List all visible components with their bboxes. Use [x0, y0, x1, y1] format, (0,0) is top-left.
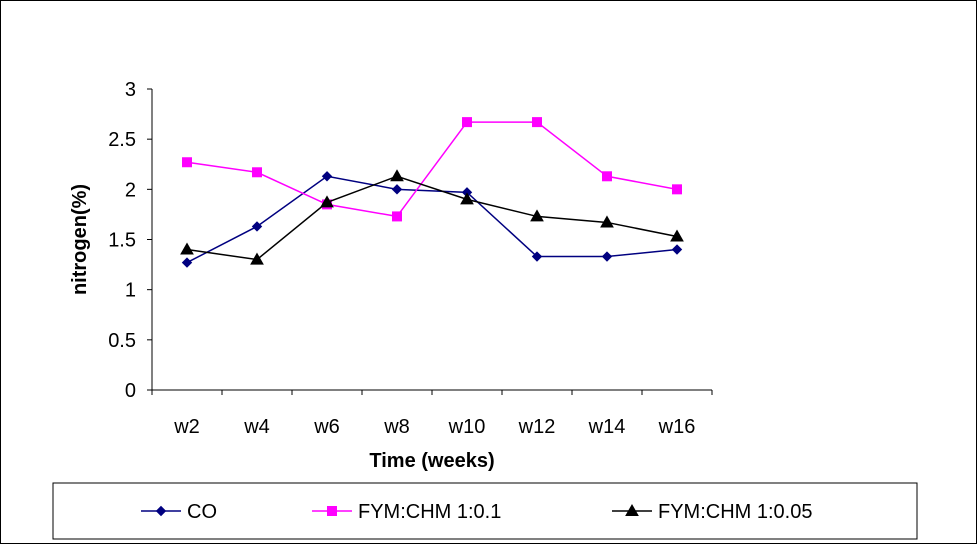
y-tick-label: 2.5: [108, 129, 136, 151]
data-point-marker: [320, 195, 334, 208]
data-point-marker: [532, 117, 542, 128]
data-point-marker: [180, 242, 194, 255]
data-point-marker: [251, 221, 263, 232]
data-point-marker: [390, 169, 404, 182]
data-point-marker: [462, 117, 472, 128]
series-3: [180, 169, 684, 265]
data-point-marker: [601, 251, 613, 262]
series-layer: [180, 117, 684, 268]
data-point-marker: [602, 171, 612, 182]
x-tick-label: w6: [313, 416, 340, 438]
y-tick-label: 3: [125, 79, 136, 101]
legend-box: [52, 482, 918, 540]
y-tick-label: 2: [125, 179, 136, 201]
y-axis: 0 0.5 1 1.5 2 2.5 3: [108, 79, 153, 402]
x-tick-label: w12: [518, 416, 556, 438]
series-line: [186, 175, 678, 261]
legend-item-3: FYM:CHM 1:0.05: [612, 501, 812, 523]
data-point-marker: [671, 244, 683, 255]
data-point-marker: [392, 211, 402, 222]
legend-item-2: FYM:CHM 1:0.1: [312, 501, 501, 523]
legend-label: FYM:CHM 1:0.05: [658, 501, 812, 523]
x-tick-label: w4: [243, 416, 270, 438]
data-point-marker: [250, 252, 264, 265]
y-tick-label: 0: [125, 380, 136, 402]
data-point-marker: [181, 257, 193, 268]
y-tick-label: 0.5: [108, 330, 136, 352]
x-axis: w2 w4 w6 w8 w10 w12 w14 w16: [151, 389, 713, 438]
data-point-marker: [321, 171, 333, 182]
legend-marker: [155, 505, 167, 517]
data-point-marker: [252, 167, 262, 178]
series-1: [181, 171, 683, 268]
x-axis-title: Time (weeks): [369, 450, 494, 472]
series-line: [186, 121, 678, 218]
legend-label: CO: [187, 501, 217, 523]
x-tick-label: w16: [658, 416, 696, 438]
y-tick-label: 1: [125, 280, 136, 302]
legend-marker: [327, 506, 337, 516]
data-point-marker: [531, 251, 543, 262]
data-point-marker: [460, 192, 474, 205]
data-point-marker: [670, 229, 684, 242]
x-tick-label: w10: [448, 416, 486, 438]
series-line: [186, 175, 678, 264]
legend-marker: [625, 503, 639, 516]
legend: CO FYM:CHM 1:0.1 FYM:CHM 1:0.05: [52, 482, 918, 540]
legend-item-1: CO: [141, 501, 217, 523]
data-point-marker: [391, 184, 403, 195]
x-tick-label: w8: [383, 416, 410, 438]
x-tick-label: w14: [588, 416, 626, 438]
series-2: [182, 117, 682, 222]
x-tick-label: w2: [173, 416, 200, 438]
data-point-marker: [600, 215, 614, 228]
data-point-marker: [672, 184, 682, 195]
data-point-marker: [530, 209, 544, 222]
y-axis-title: nitrogen(%): [69, 184, 91, 295]
y-tick-label: 1.5: [108, 230, 136, 252]
legend-label: FYM:CHM 1:0.1: [358, 501, 501, 523]
data-point-marker: [182, 157, 192, 168]
